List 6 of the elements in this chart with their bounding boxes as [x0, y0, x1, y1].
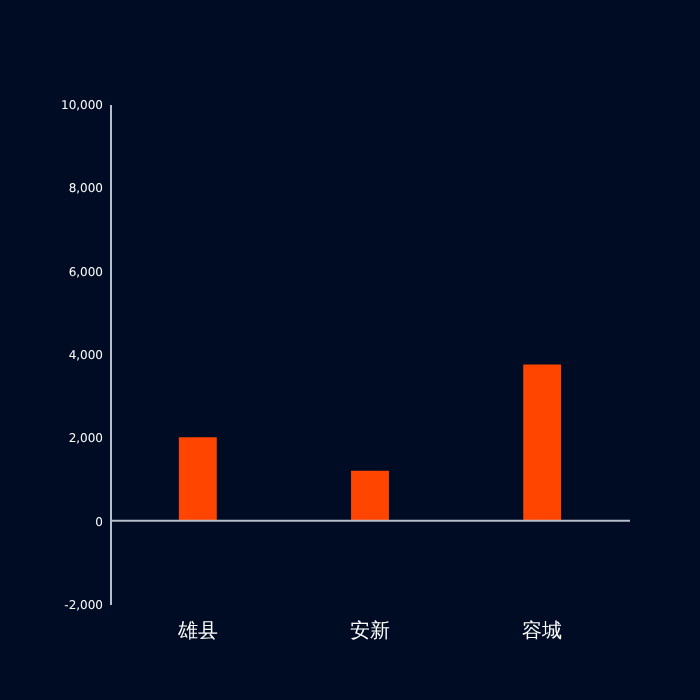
x-tick-label: 安新 — [350, 619, 390, 643]
bar — [351, 470, 389, 521]
x-tick-label: 雄县 — [175, 619, 218, 643]
bar — [178, 437, 217, 521]
bar — [523, 364, 562, 521]
x-tick-label: 容城 — [522, 619, 563, 643]
